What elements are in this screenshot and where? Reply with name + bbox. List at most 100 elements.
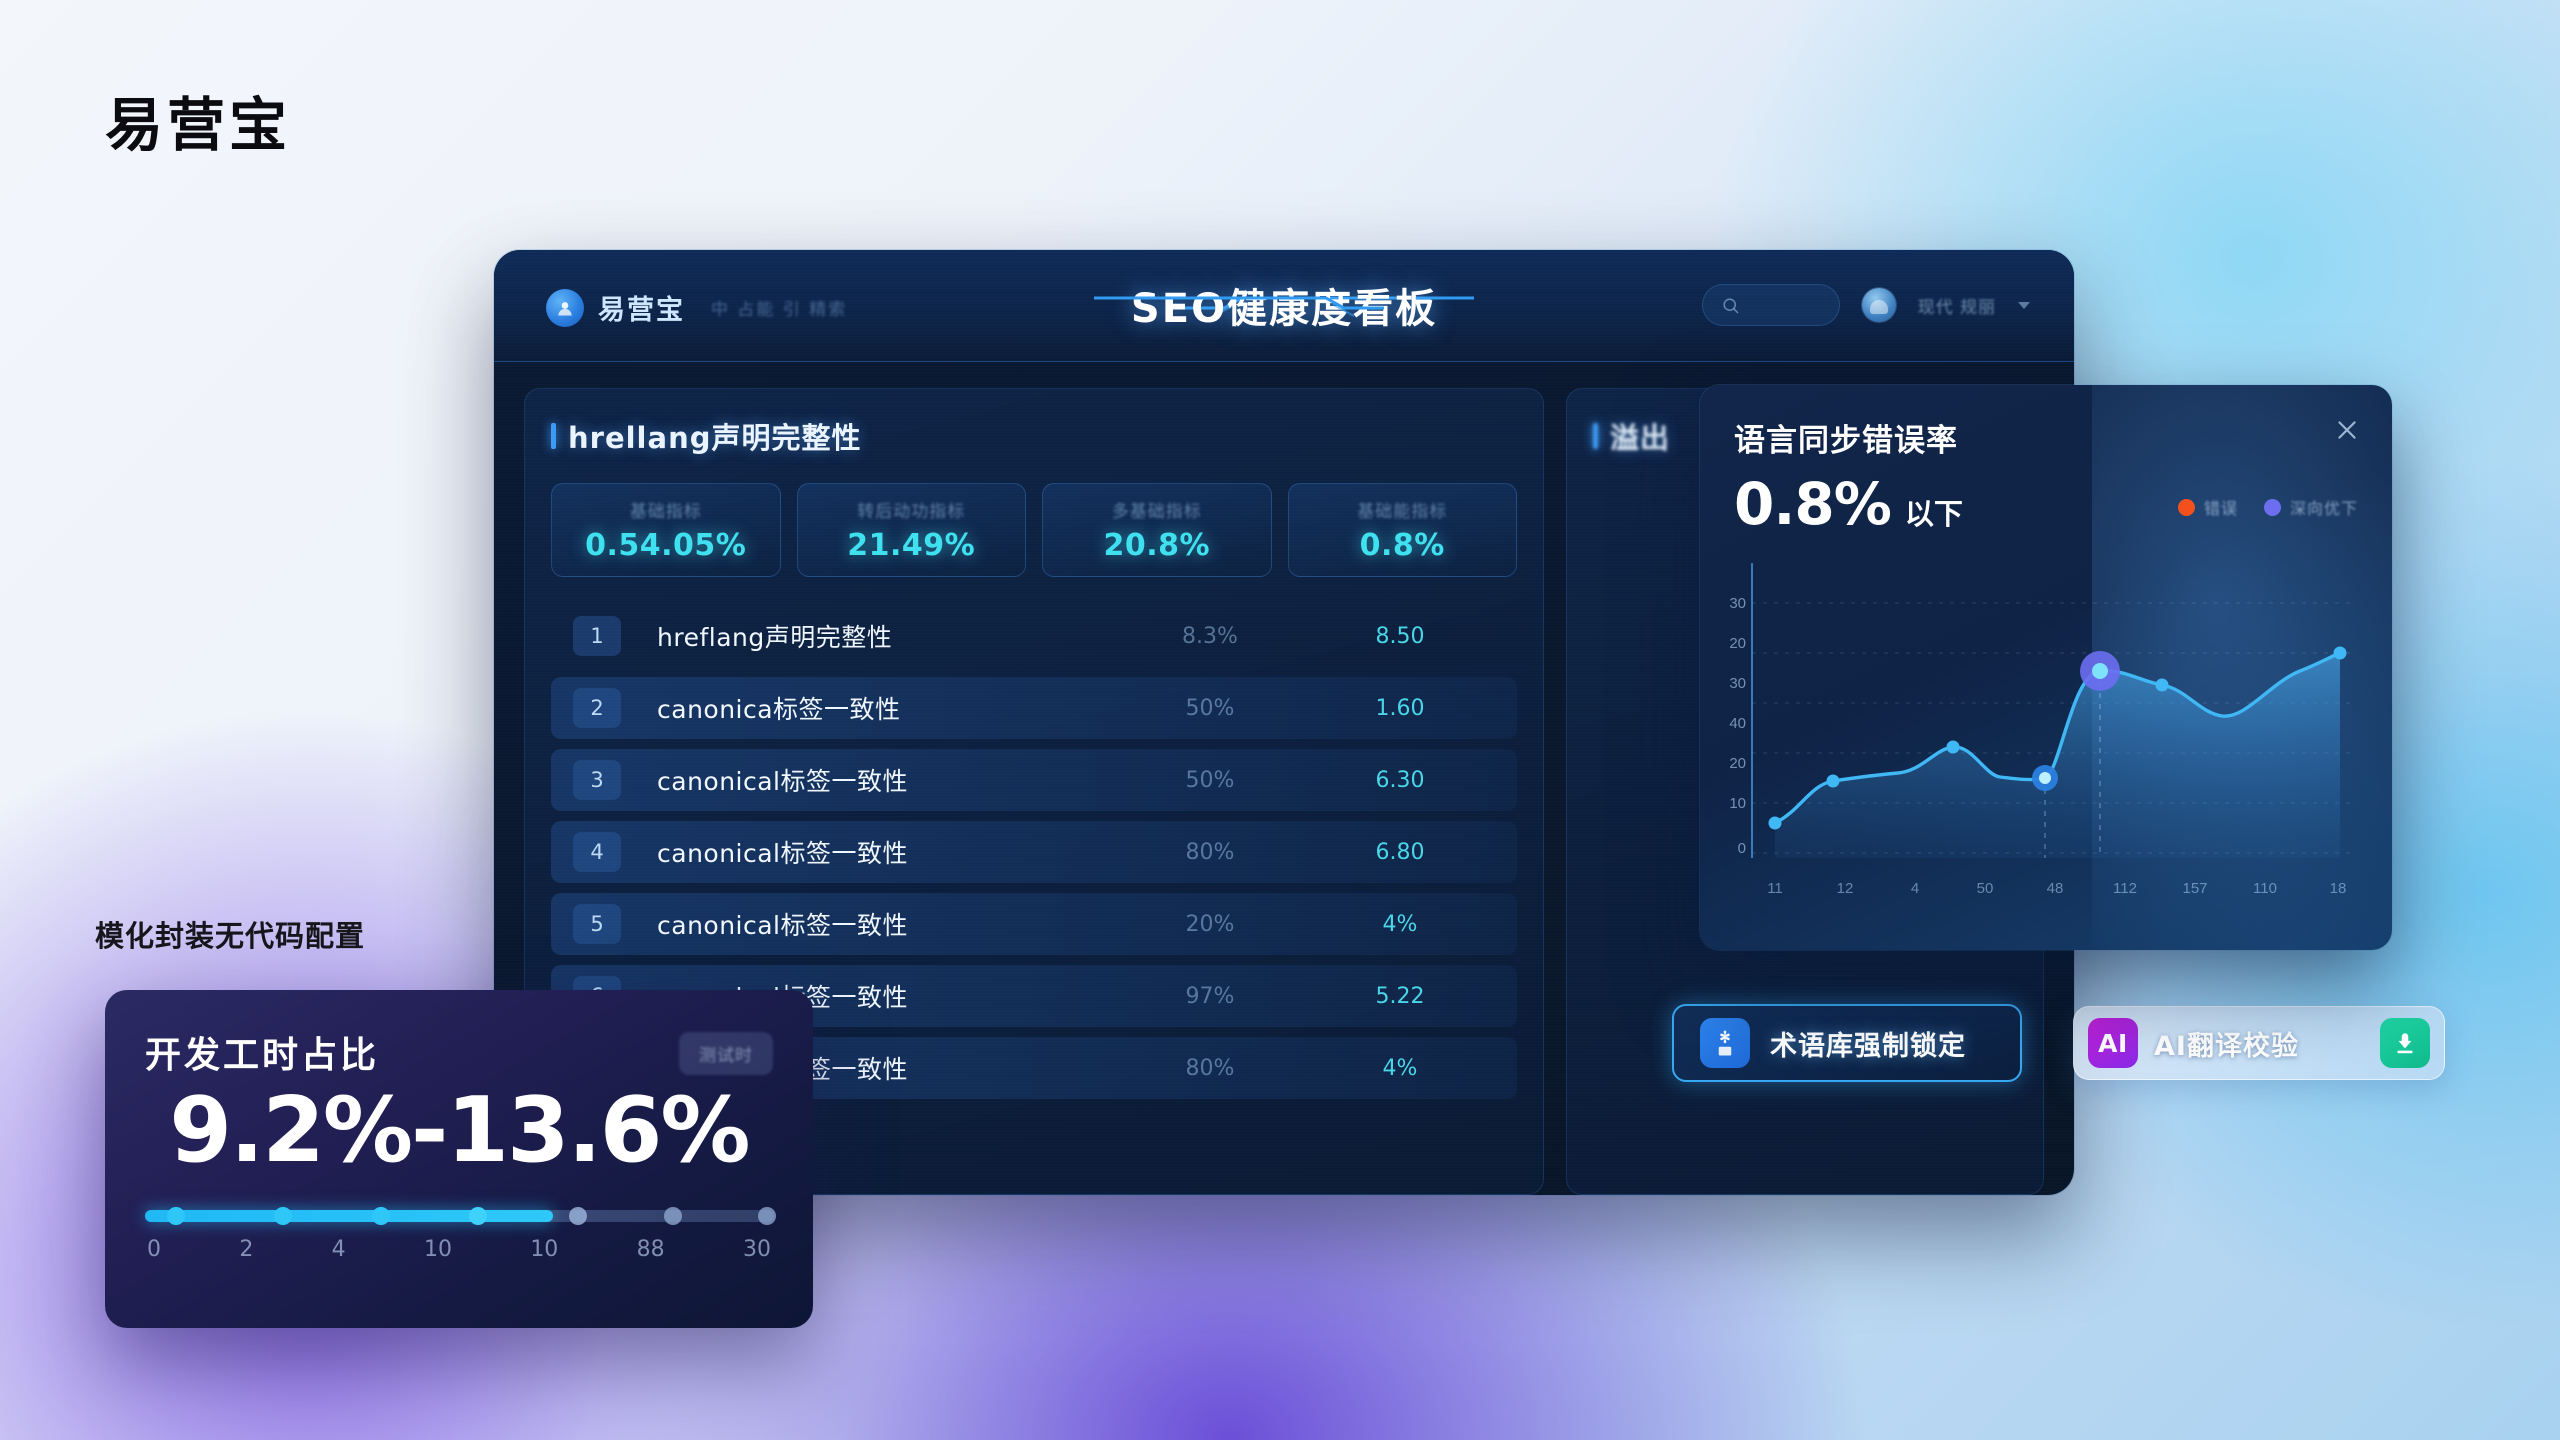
chart-highlight-markers: [2032, 651, 2120, 791]
table-row[interactable]: 1 hreflang声明完整性 8.3% 8.50: [551, 605, 1517, 667]
row-value: 6.80: [1375, 839, 1425, 865]
row-value: 8.50: [1375, 623, 1425, 649]
svg-text:30: 30: [1729, 675, 1746, 692]
row-index: 2: [573, 688, 621, 728]
row-name: canonical标签一致性: [657, 911, 909, 940]
slider-knob[interactable]: [274, 1206, 293, 1225]
metric-card[interactable]: 基础能指标 0.8%: [1287, 483, 1517, 577]
legend-label: 深向优下: [2289, 499, 2358, 518]
asterisk-lock-icon: [1700, 1018, 1750, 1068]
dev-hours-title: 开发工时占比: [145, 1035, 380, 1076]
slider-knob[interactable]: [757, 1206, 776, 1225]
dashboard-header: 易营宝 中 占能 引 精索 SEO健康度看板 现代 规丽: [494, 250, 2074, 362]
dev-hours-popup: 开发工时占比 测试时 9.2%-13.6% 0 2 4 10 10 88 30: [105, 990, 813, 1328]
row-name: hreflang声明完整性: [657, 623, 893, 652]
ai-badge-icon: AI: [2088, 1018, 2138, 1068]
row-value: 6.30: [1375, 767, 1425, 793]
svg-text:20: 20: [1729, 755, 1746, 772]
row-value: 4%: [1382, 1055, 1418, 1081]
table-row[interactable]: 5 canonical标签一致性 20% 4%: [551, 893, 1517, 955]
metric-card[interactable]: 基础指标 0.54.05%: [551, 483, 781, 577]
brand-logo: 易营宝: [105, 91, 292, 159]
search-icon: [1722, 297, 1739, 313]
dev-hours-badge[interactable]: 测试时: [679, 1032, 773, 1075]
close-icon[interactable]: [2334, 417, 2360, 443]
svg-text:50: 50: [1977, 880, 1994, 897]
popup-big-value: 0.8%: [1734, 470, 1892, 538]
page-title: SEO健康度看板: [1130, 286, 1438, 332]
slider-ticks: 0 2 4 10 10 88 30: [145, 1237, 773, 1262]
header-logo-subtitle: 中 占能 引 精索: [711, 300, 848, 320]
legend-dot-red: [2177, 498, 2195, 516]
table-row[interactable]: 3 canonical标签一致性 50% 6.30: [551, 749, 1517, 811]
slider-fill: [145, 1209, 554, 1222]
row-name: canonical标签一致性: [657, 767, 909, 796]
line-area-chart[interactable]: 120 30 20 30 40 20 10 0: [1700, 553, 2392, 948]
legend-item[interactable]: 错误: [2177, 495, 2238, 519]
row-name: canonica标签一致性: [657, 695, 901, 724]
metric-value: 0.8%: [1359, 528, 1445, 563]
row-name: canonical标签一致性: [657, 839, 909, 868]
search-input[interactable]: [1701, 284, 1840, 326]
row-percent: 20%: [1185, 911, 1235, 937]
header-logo[interactable]: 易营宝 中 占能 引 精索: [546, 288, 847, 327]
row-value: 1.60: [1375, 695, 1425, 721]
svg-text:40: 40: [1729, 715, 1746, 732]
left-panel-title: hrellang声明完整性: [551, 415, 1517, 457]
svg-text:30: 30: [1729, 595, 1746, 612]
slider-knob[interactable]: [468, 1206, 487, 1225]
popup-title: 语言同步错误率: [1734, 423, 1958, 459]
left-panel: hrellang声明完整性 基础指标 0.54.05% 转后动功指标 21.49…: [524, 388, 1544, 1195]
lock-terminology-label: 术语库强制锁定: [1770, 1030, 1966, 1062]
right-panel-title-text: 溢出: [1610, 421, 1671, 455]
user-name: 现代 规丽: [1917, 297, 1996, 318]
metric-card[interactable]: 多基础指标 20.8%: [1042, 483, 1272, 577]
dev-hours-slider[interactable]: [145, 1206, 776, 1225]
metric-cards: 基础指标 0.54.05% 转后动功指标 21.49% 多基础指标 20.8% …: [551, 483, 1517, 577]
table-row[interactable]: 2 canonica标签一致性 50% 1.60: [551, 677, 1517, 739]
ai-translate-button[interactable]: AI AI翻译校验: [2073, 1006, 2445, 1080]
slider-knob[interactable]: [167, 1206, 186, 1225]
svg-text:110: 110: [2253, 880, 2277, 897]
slider-knob[interactable]: [371, 1206, 390, 1225]
left-panel-title-text: hrellang声明完整性: [568, 421, 862, 455]
dev-hours-value: 9.2%-13.6%: [169, 1078, 750, 1183]
popup-header: 语言同步错误率 0.8% 以下: [1700, 385, 2392, 538]
metric-value: 21.49%: [847, 528, 976, 563]
metric-card[interactable]: 转后动功指标 21.49%: [796, 483, 1026, 577]
chart-legend: 错误 深向优下: [2177, 495, 2358, 519]
popup-value-suffix: 以下: [1904, 497, 1963, 531]
metric-label: 基础能指标: [1357, 502, 1448, 522]
avatar[interactable]: [1861, 288, 1896, 322]
row-index: 3: [573, 760, 621, 800]
slider-knob[interactable]: [663, 1206, 682, 1225]
row-percent: 50%: [1185, 695, 1235, 721]
app-logo-icon: [546, 288, 584, 327]
metric-value: 20.8%: [1103, 528, 1211, 563]
legend-dot-purple: [2263, 498, 2281, 516]
language-sync-error-popup: 语言同步错误率 0.8% 以下 错误 深向优下: [1700, 385, 2392, 950]
title-accent-bar: [1593, 423, 1598, 449]
svg-text:0: 0: [1738, 840, 1746, 857]
row-percent: 80%: [1185, 839, 1235, 865]
lock-terminology-button[interactable]: 术语库强制锁定: [1672, 1004, 2022, 1082]
svg-text:4: 4: [1911, 880, 1919, 897]
row-percent: 97%: [1185, 983, 1235, 1009]
slider-knob[interactable]: [569, 1206, 588, 1225]
slider-tick: 30: [742, 1236, 771, 1262]
popup-value-row: 0.8% 以下: [1734, 470, 2358, 538]
header-right-tools: 现代 规丽: [1701, 284, 2030, 326]
legend-item[interactable]: 深向优下: [2263, 495, 2358, 519]
row-percent: 50%: [1185, 767, 1235, 793]
row-index: 5: [573, 904, 621, 944]
download-icon[interactable]: [2380, 1018, 2430, 1068]
svg-text:120: 120: [1721, 553, 1746, 555]
table-row[interactable]: 4 canonical标签一致性 80% 6.80: [551, 821, 1517, 883]
metric-label: 基础指标: [629, 502, 702, 522]
row-index: 1: [573, 616, 621, 656]
svg-text:48: 48: [2047, 880, 2064, 897]
slider-tick: 2: [239, 1236, 254, 1262]
chevron-down-icon[interactable]: [2018, 301, 2030, 309]
row-index: 4: [573, 832, 621, 872]
slider-tick: 88: [636, 1236, 665, 1262]
